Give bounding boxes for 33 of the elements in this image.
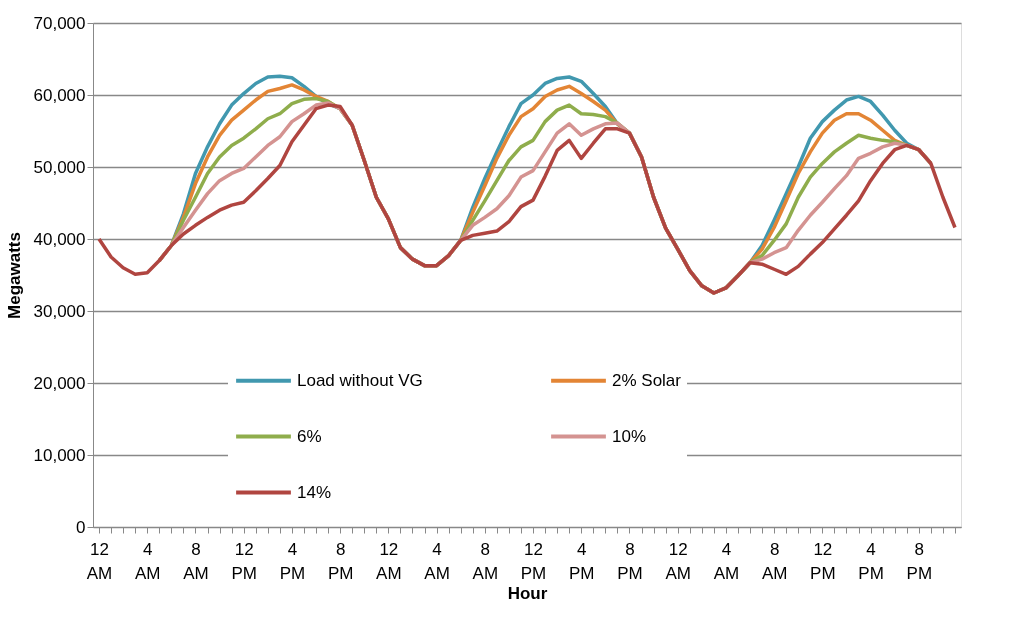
y-tick-label: 70,000 [33,13,86,33]
x-tick-label: 8 AM [761,539,788,583]
x-tick-label: 12 PM [520,539,547,583]
legend-label: 2% Solar [612,370,682,390]
legend-label: Load without VG [297,370,423,390]
x-tick-label: 8 PM [906,539,933,583]
x-tick-label: 4 AM [713,539,740,583]
x-tick-label: 12 AM [86,539,113,583]
x-tick-label: 12 PM [231,539,257,583]
legend-label: 14% [297,482,332,502]
y-tick-label: 50,000 [33,157,86,177]
x-tick-label: 8 AM [183,539,209,583]
y-tick-label: 20,000 [33,373,86,393]
x-tick-label: 4 AM [135,539,161,583]
y-tick-label: 0 [76,517,86,537]
x-tick-label: 4 PM [569,539,595,583]
x-tick-label: 12 PM [810,539,836,583]
y-tick-label: 40,000 [33,229,86,249]
y-tick-label: 10,000 [33,445,86,465]
x-axis-title: Hour [507,583,548,603]
legend-label: 10% [612,426,647,446]
y-tick-label: 60,000 [33,85,86,105]
y-tick-label: 30,000 [33,301,86,321]
x-tick-label: 4 PM [279,539,306,583]
x-tick-label: 8 PM [617,539,643,583]
y-axis-title: Megawatts [4,232,24,319]
x-tick-label: 4 PM [858,539,884,583]
x-tick-label: 12 AM [376,539,402,583]
x-tick-label: 12 AM [665,539,691,583]
x-tick-label: 8 PM [327,539,354,583]
x-tick-label: 4 AM [424,539,450,583]
legend-label: 6% [297,426,322,446]
x-tick-label: 8 AM [472,539,499,583]
